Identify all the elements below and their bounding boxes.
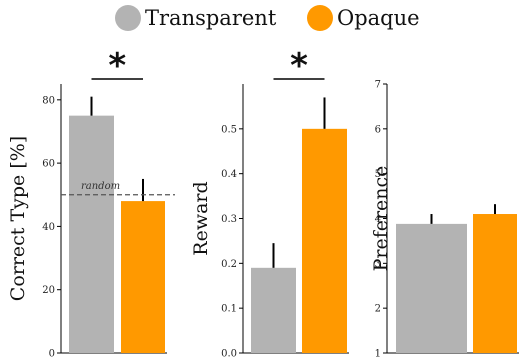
y-tick-label: 20 — [42, 285, 55, 296]
bar-opaque — [473, 214, 517, 353]
y-tick-label: 7 — [375, 80, 381, 91]
reference-line-label: random — [81, 181, 120, 192]
y-tick-label: 0.5 — [221, 124, 237, 135]
y-tick-label: 6 — [375, 124, 381, 135]
chart-panel-3: 1 2 3 4 5 6 7 Preference — [370, 80, 519, 358]
y-tick-label: 4 — [375, 214, 381, 225]
significance-marker: * — [290, 46, 308, 86]
y-tick-label: 0 — [49, 349, 55, 358]
y-axis-label: Reward — [190, 181, 212, 255]
y-tick-label: 5 — [375, 169, 381, 180]
bar-opaque — [121, 201, 165, 353]
y-tick-label: 0.2 — [221, 259, 237, 270]
y-tick-label: 60 — [42, 159, 55, 170]
y-axis-label: Preference — [370, 166, 392, 272]
y-tick-label: 0.1 — [221, 304, 237, 315]
y-tick-label: 2 — [375, 304, 381, 315]
bar-transparent — [69, 115, 114, 353]
y-tick-label: 0.0 — [221, 349, 237, 358]
y-tick-label: 80 — [42, 95, 55, 106]
bar-transparent — [396, 223, 467, 353]
legend: Transparent Opaque — [115, 5, 420, 31]
bar-opaque — [302, 128, 347, 353]
y-axis-label: Correct Type [%] — [7, 136, 29, 301]
significance-marker: * — [108, 46, 126, 86]
chart-panel-1: 0 20 40 60 80 Correct Type [%] random * — [7, 46, 175, 358]
y-tick-label: 1 — [375, 349, 381, 358]
chart-panel-2: 0.0 0.1 0.2 0.3 0.4 0.5 Reward * — [190, 46, 349, 358]
legend-transparent-swatch — [115, 5, 141, 31]
y-tick-label: 40 — [42, 222, 55, 233]
y-tick-label: 3 — [375, 259, 381, 270]
y-tick-label: 0.4 — [221, 169, 237, 180]
legend-opaque-swatch — [307, 5, 333, 31]
legend-opaque-label: Opaque — [337, 6, 420, 30]
y-tick-label: 0.3 — [221, 214, 237, 225]
legend-transparent-label: Transparent — [145, 6, 277, 30]
bar-transparent — [251, 267, 296, 353]
